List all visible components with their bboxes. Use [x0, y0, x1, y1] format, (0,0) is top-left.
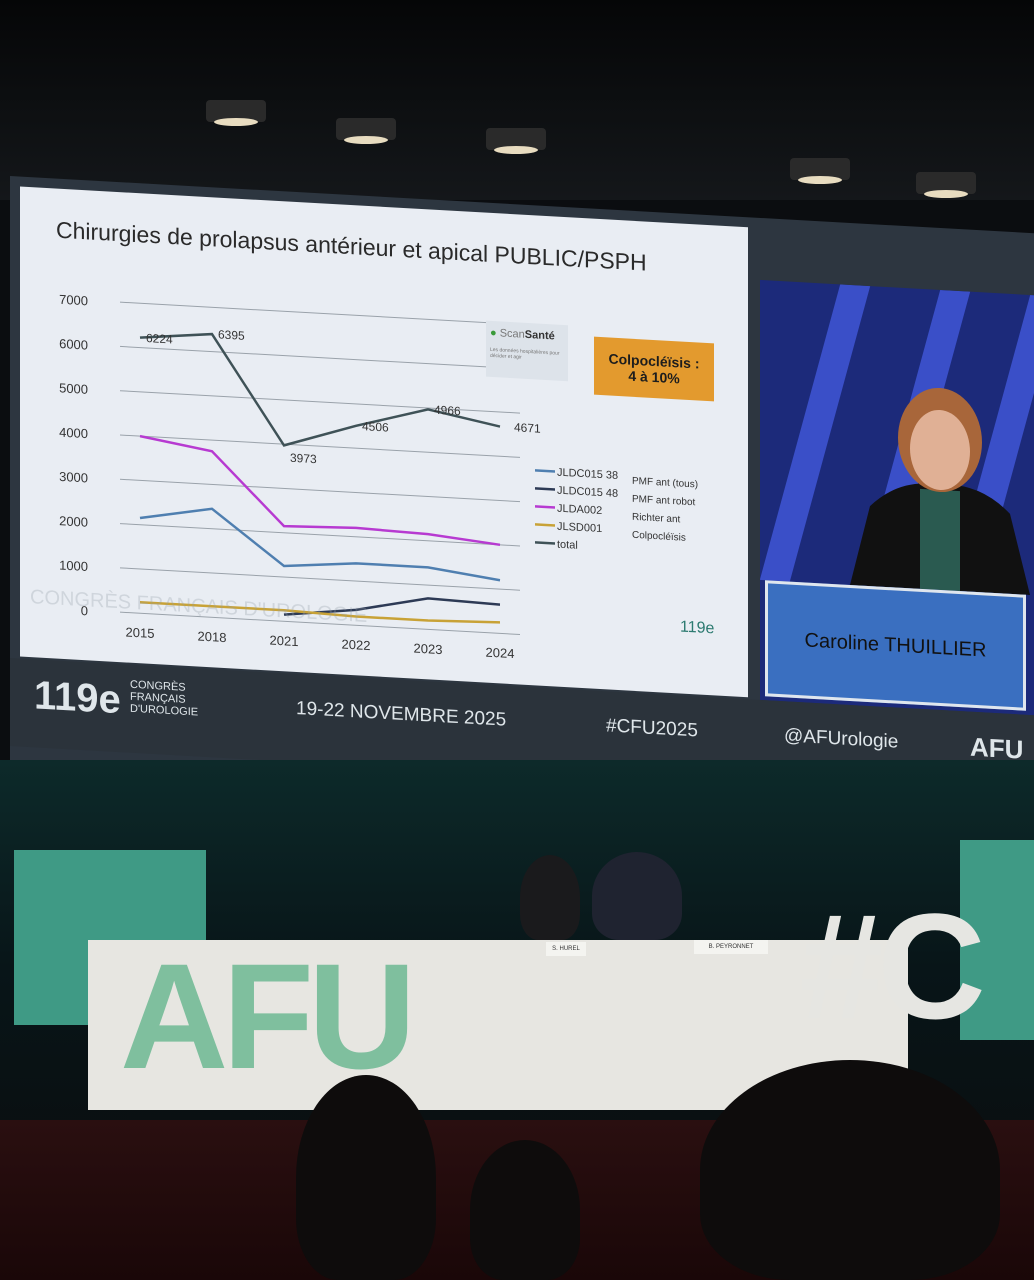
org-line-3: D'UROLOGIE — [130, 702, 199, 719]
gridline — [120, 301, 520, 326]
x-tick-label: 2022 — [342, 637, 371, 654]
legend-label: JLSD001 — [557, 521, 602, 536]
legend-label: JLDC015 38 — [557, 467, 618, 482]
speaker-figure — [850, 387, 1030, 596]
y-tick-label: 1000 — [59, 557, 88, 574]
congress-logo-small: 119e — [680, 618, 715, 638]
legend-swatch — [535, 523, 555, 527]
gridline — [120, 567, 520, 591]
speaker-video: Caroline THUILLIER — [760, 279, 1034, 717]
legend-swatch — [535, 541, 555, 545]
series-line-jlsd001 — [140, 600, 501, 624]
slide: Chirurgies de prolapsus antérieur et api… — [20, 186, 748, 698]
legend-description: PMF ant (tous) — [632, 476, 698, 491]
y-tick-label: 5000 — [59, 380, 88, 397]
afu-stage-letters: AFU — [120, 932, 416, 1100]
audience-head — [700, 1060, 1000, 1280]
stage-light — [486, 128, 546, 154]
x-tick-label: 2021 — [270, 633, 299, 650]
handle: @AFUrologie — [784, 725, 899, 753]
projection-screen: Chirurgies de prolapsus antérieur et api… — [10, 176, 1034, 820]
line-chart: 0 1000 2000 3000 4000 5000 6000 7000 2015 2018 202… — [59, 292, 698, 662]
panelist — [592, 852, 682, 940]
dates: 19-22 NOVEMBRE 2025 — [296, 697, 507, 731]
series-line-jldc015-38 — [139, 507, 501, 582]
name-plate: S. HUREL — [546, 942, 586, 956]
data-label: 6395 — [218, 327, 245, 342]
y-tick-label: 2000 — [59, 513, 88, 530]
x-tick-label: 2023 — [414, 641, 443, 658]
ceiling — [0, 0, 1034, 200]
gridline — [120, 434, 520, 458]
name-plate: B. PEYRONNET — [694, 940, 768, 954]
series-line-total — [139, 332, 501, 447]
legend-label: total — [557, 539, 578, 552]
x-tick-label: 2024 — [486, 645, 515, 662]
data-label: 3973 — [290, 451, 317, 466]
y-tick-label: 7000 — [59, 292, 88, 309]
panelist — [520, 855, 580, 940]
gridline — [120, 611, 520, 636]
gridline — [120, 345, 520, 370]
legend-swatch — [535, 487, 555, 491]
x-tick-label: 2015 — [126, 624, 155, 641]
hash-c-stage-letters: #C — [800, 882, 986, 1050]
stage-light — [206, 100, 266, 126]
stage-block — [960, 840, 1034, 1040]
legend-description: Richter ant — [632, 512, 681, 526]
y-tick-label: 6000 — [59, 336, 88, 353]
data-label: 6224 — [146, 331, 173, 346]
legend-description: Colpocléïsis — [632, 530, 686, 544]
edition: 119e — [34, 673, 121, 723]
legend-label: JLDC015 48 — [557, 485, 618, 500]
scansante-logo: ● ScanSanté Les données hospitalières po… — [486, 320, 568, 382]
audience-head — [470, 1140, 580, 1280]
data-label: 4966 — [434, 403, 461, 418]
speaker-name: Caroline THUILLIER — [765, 580, 1026, 711]
audience-head — [296, 1075, 436, 1280]
x-tick-label: 2018 — [198, 628, 227, 645]
gridline — [120, 478, 520, 503]
gridline — [120, 390, 520, 414]
stage-light — [790, 158, 850, 184]
y-tick-label: 3000 — [59, 469, 88, 486]
y-tick-label: 0 — [81, 603, 88, 618]
legend-label: JLDA002 — [557, 503, 602, 518]
data-label: 4671 — [514, 420, 541, 435]
callout-box: Colpocléïsis :4 à 10% — [594, 336, 714, 402]
gridline — [120, 523, 520, 547]
y-tick-label: 4000 — [59, 425, 88, 442]
stage-light — [916, 172, 976, 198]
stage-light — [336, 118, 396, 144]
series-line-jlda002 — [139, 434, 501, 547]
data-label: 4506 — [362, 419, 389, 434]
legend-description: PMF ant robot — [632, 494, 696, 509]
legend-swatch — [535, 505, 555, 509]
hashtag: #CFU2025 — [606, 715, 698, 742]
legend-swatch — [535, 469, 555, 473]
